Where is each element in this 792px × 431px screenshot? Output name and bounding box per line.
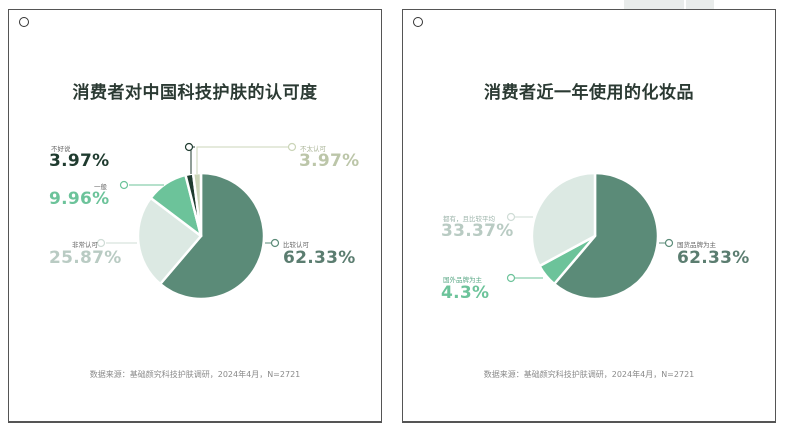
slice-label: 一般 [94,183,107,191]
slice-label: 不好说 [51,145,71,153]
pie-chart [506,171,674,301]
slice-value: 3.97% [299,151,360,171]
slice-douyou [530,171,597,268]
slice-value: 62.33% [677,248,750,268]
slice-label: 比较认可 [283,241,309,249]
radio-circle-icon[interactable] [413,17,423,27]
slice-feichang-renke [136,196,203,286]
tab-stub [686,0,714,9]
tab-stub [624,0,684,9]
slice-guohuo [552,171,660,301]
slice-value: 33.37% [441,221,514,241]
slice-value: 25.87% [49,248,122,268]
pie-chart [96,142,297,301]
slice-label: 非常认可 [72,241,98,249]
slice-value: 4.3% [441,283,490,303]
slice-label: 都有，且比较平均 [443,215,495,223]
slice-value: 9.96% [49,189,110,209]
slice-value: 3.97% [49,151,110,171]
radio-circle-icon[interactable] [19,17,29,27]
data-source-note: 数据来源：基础颜究科技护肤调研，2024年4月，N=2721 [483,370,695,379]
slice-label: 不太认可 [300,145,326,153]
chart-panel-cosmetics: 消费者近一年使用的化妆品 都有，且比较平均 33.37% 国外品牌为主 4.3%… [402,9,776,423]
slice-value: 62.33% [283,248,356,268]
chart-title: 消费者对中国科技护肤的认可度 [72,83,318,103]
slice-label: 国外品牌为主 [443,276,482,284]
slice-label: 国货品牌为主 [677,241,716,249]
chart-title: 消费者近一年使用的化妆品 [484,83,694,103]
data-source-note: 数据来源：基础颜究科技护肤调研，2024年4月，N=2721 [89,370,301,379]
chart-panel-approval: 消费者对中国科技护肤的认可度 不好说 3.97% 一般 9. [8,9,382,423]
slice-bijiao-renke [158,171,266,301]
